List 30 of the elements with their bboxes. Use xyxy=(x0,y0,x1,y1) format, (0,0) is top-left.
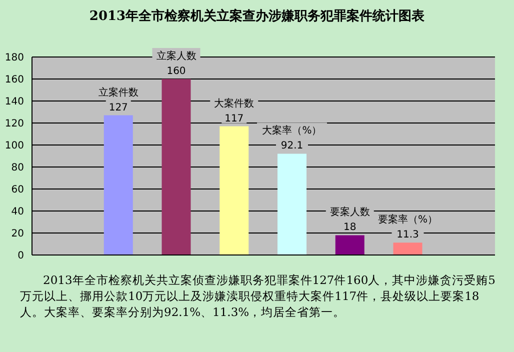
y-tick-label: 120 xyxy=(4,118,24,130)
x-tick-label: 立案人数 xyxy=(156,50,196,62)
text: 2013年全市检察机关共立案侦查涉嫌职务犯罪案件127件160人，其中涉嫌贪污受贿5万元以上、挪用公款10万元以上及涉嫌渎职侵权重特大案件117件，县处级以上要案18人。大案率、要案率分别为92.1%、11.3%，均居全省第一。 xyxy=(20,272,496,320)
y-tick-label: 80 xyxy=(11,162,24,174)
data-label: 92.1 xyxy=(280,140,304,152)
x-tick-label: 大案率（%） xyxy=(262,124,322,137)
y-tick-label: 0 xyxy=(18,250,24,262)
bar xyxy=(104,115,133,255)
y-tick-label: 20 xyxy=(11,228,24,240)
bar xyxy=(278,154,306,255)
y-tick-label: 140 xyxy=(4,96,24,108)
x-tick-label: 大案件数 xyxy=(214,97,254,110)
data-label: 11.3 xyxy=(396,230,419,241)
bar xyxy=(335,235,364,255)
data-label: 127 xyxy=(108,102,128,114)
data-label: 160 xyxy=(166,66,186,77)
chart-title: 2013年全市检察机关立案查办涉嫌职务犯罪案件统计图表 xyxy=(88,8,426,26)
y-tick-label: 40 xyxy=(11,206,24,218)
y-tick-label: 160 xyxy=(4,74,24,86)
x-tick-label: 要案率（%） xyxy=(378,214,438,226)
y-tick-label: 60 xyxy=(11,184,24,196)
x-tick-label: 立案件数 xyxy=(98,86,138,98)
x-tick-label: 要案人数 xyxy=(330,206,370,218)
y-tick-label: 100 xyxy=(4,140,24,152)
y-tick-label: 180 xyxy=(4,52,24,64)
data-label: 117 xyxy=(224,113,244,124)
data-label: 18 xyxy=(344,222,356,234)
bar xyxy=(162,79,191,255)
bar xyxy=(220,126,249,255)
bar xyxy=(393,242,422,255)
